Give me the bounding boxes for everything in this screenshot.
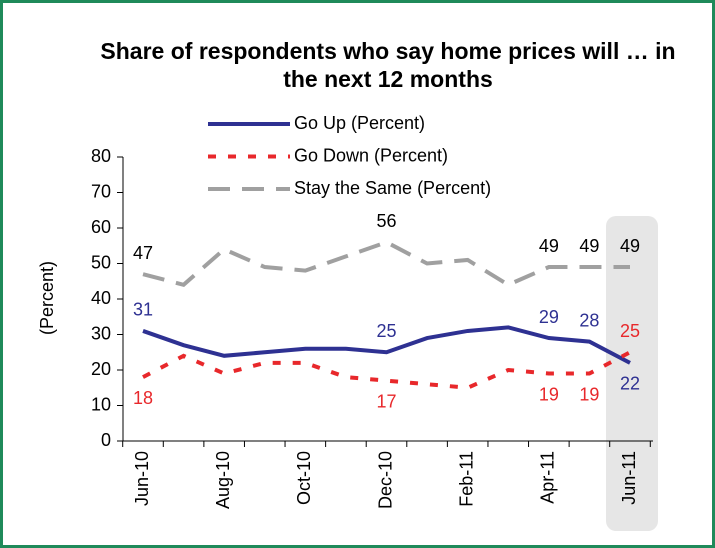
y-tick-label: 50 [91,252,111,272]
legend-label: Go Up (Percent) [294,113,425,133]
data-label: 22 [620,374,640,394]
x-tick-label: Dec-10 [375,451,395,509]
x-tick-label: Apr-11 [538,451,558,504]
x-tick-label: Oct-10 [294,451,314,505]
chart-title: Share of respondents who say home prices… [100,38,676,92]
y-tick-label: 60 [91,217,111,237]
legend-label: Stay the Same (Percent) [294,178,491,198]
data-label: 49 [620,236,640,256]
x-tick-label: Jun-10 [132,451,152,506]
y-tick-label: 80 [91,146,111,166]
y-tick-label: 30 [91,323,111,343]
data-label: 56 [376,211,396,231]
data-label: 25 [620,321,640,341]
y-axis-label: (Percent) [37,261,57,335]
series-line [142,350,631,390]
x-tick-label: Feb-11 [456,451,476,507]
data-label: 49 [579,236,599,256]
data-label: 17 [376,391,396,411]
y-tick-label: 20 [91,359,111,379]
highlight-band [606,216,658,531]
legend-label: Go Down (Percent) [294,145,448,165]
data-label: 28 [579,310,599,330]
series-line [142,325,631,365]
series-line [142,240,630,288]
data-label: 31 [133,300,153,320]
data-label: 19 [579,384,599,404]
data-label: 49 [539,236,559,256]
data-label: 47 [133,243,153,263]
x-tick-label: Jun-11 [619,451,639,505]
y-tick-label: 40 [91,288,111,308]
data-label: 29 [539,307,559,327]
y-tick-label: 10 [91,394,111,414]
data-label: 18 [133,388,153,408]
data-label: 25 [376,321,396,341]
data-label: 19 [539,384,559,404]
y-tick-label: 0 [101,430,111,450]
y-tick-label: 70 [91,181,111,201]
x-tick-label: Aug-10 [213,451,233,509]
chart: (Percent) 0 10 20 30 40 50 60 70 80 Jun-10 Aug-10 O… [37,113,658,531]
